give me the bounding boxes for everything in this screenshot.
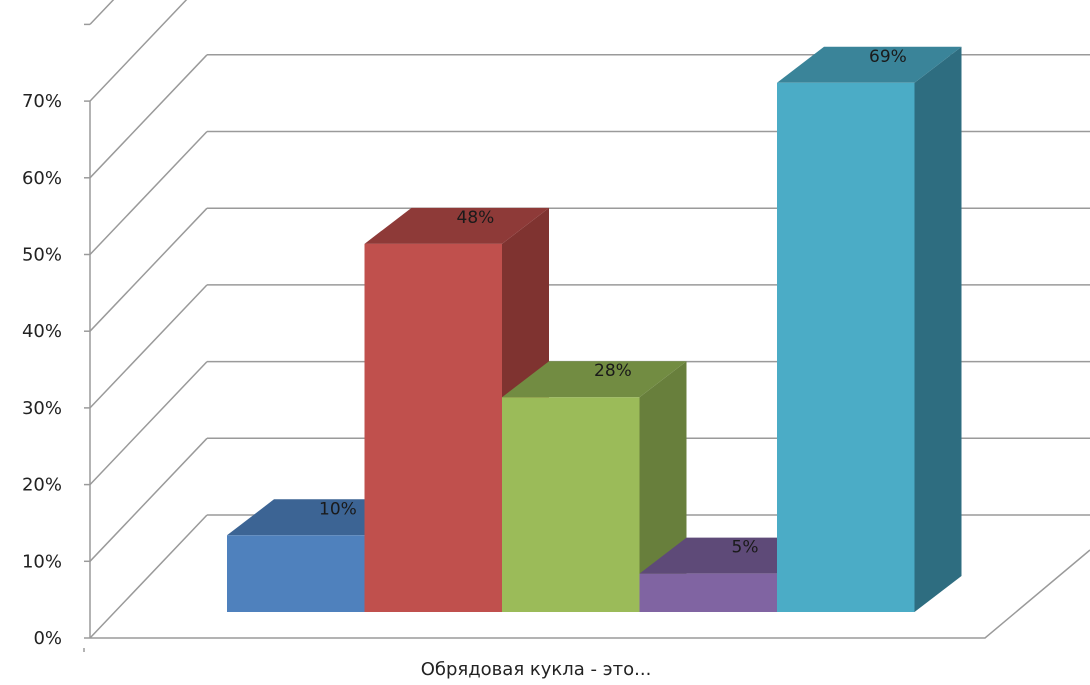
y-tick-label: 60% bbox=[22, 168, 62, 189]
y-tick-label: 40% bbox=[22, 321, 62, 342]
bar-top bbox=[364, 207, 549, 244]
bar-front bbox=[777, 82, 915, 612]
bar-front bbox=[639, 573, 777, 612]
bars bbox=[227, 46, 962, 612]
floor-front-edge bbox=[90, 549, 1090, 639]
data-labels: 10% 48% 28% 5% 69% bbox=[319, 47, 907, 558]
bar-top bbox=[777, 46, 962, 83]
data-label: 10% bbox=[319, 499, 357, 519]
data-label: 69% bbox=[869, 47, 907, 67]
bar-front bbox=[364, 243, 502, 612]
x-axis-category-label: Обрядовая кукла - это... bbox=[421, 659, 652, 680]
y-tick-label: 10% bbox=[22, 551, 62, 572]
bar bbox=[777, 46, 962, 612]
y-tick-label: 30% bbox=[22, 398, 62, 419]
data-label: 5% bbox=[732, 538, 759, 558]
bar-front bbox=[502, 397, 640, 612]
gridline-side bbox=[89, 0, 188, 102]
y-axis-ticks: 0% 10% 20% 30% 40% 50% 60% 70% bbox=[22, 91, 62, 649]
y-tick-label: 0% bbox=[33, 628, 62, 649]
bar-top bbox=[502, 361, 687, 398]
gridline-side bbox=[89, 0, 115, 25]
y-tick-label: 70% bbox=[22, 91, 62, 112]
gridline-side bbox=[89, 437, 208, 562]
bar-side bbox=[914, 46, 962, 612]
gridline-side bbox=[89, 361, 208, 486]
y-tick-label: 50% bbox=[22, 245, 62, 266]
gridline-side bbox=[89, 54, 208, 179]
chart-walls bbox=[89, 101, 1090, 639]
gridline-side bbox=[89, 284, 208, 409]
gridline-side bbox=[89, 130, 208, 256]
y-tick-label: 20% bbox=[22, 475, 62, 496]
data-label: 48% bbox=[457, 208, 495, 228]
data-label: 28% bbox=[594, 361, 632, 381]
gridline-side bbox=[89, 207, 208, 332]
gridline-side bbox=[89, 514, 208, 639]
bar-front bbox=[227, 535, 365, 612]
